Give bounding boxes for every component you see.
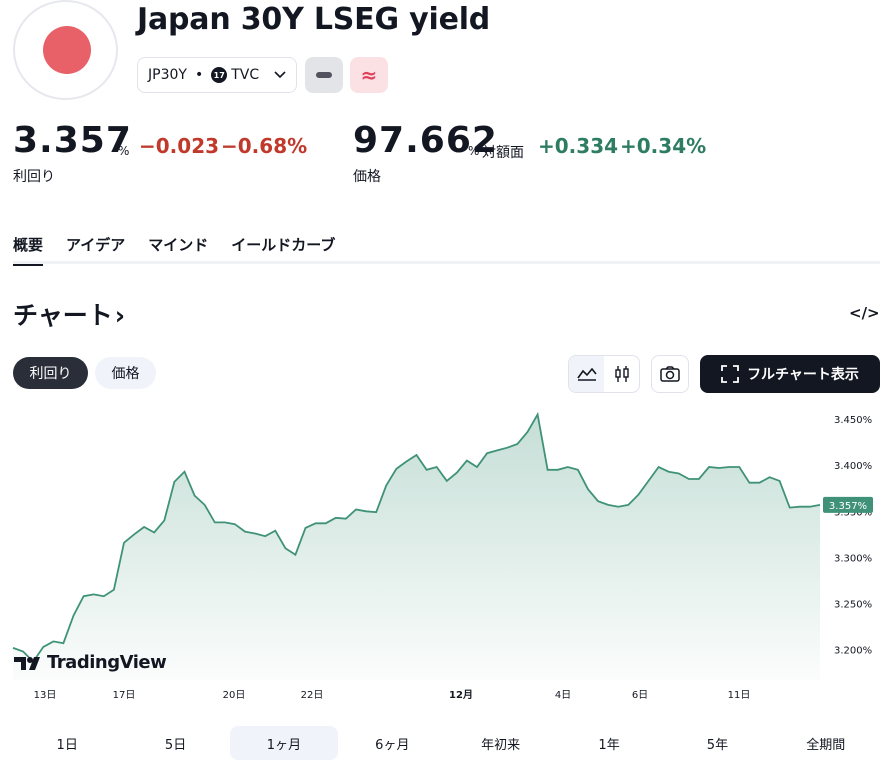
range-button-4[interactable]: 年初来 — [481, 737, 521, 753]
symbol-selector[interactable]: JP30Y • 17 TVC — [137, 57, 297, 93]
range-button-1[interactable]: 5日 — [164, 737, 187, 753]
yield-unit: % — [118, 144, 130, 158]
series-line — [12, 411, 821, 664]
x-tick-label-2: 20日 — [223, 690, 246, 701]
chevron-down-icon — [274, 68, 286, 82]
chart-section-label: チャート — [13, 301, 113, 330]
exchange-logo-icon: 17 — [211, 67, 228, 83]
price-unit-label: 対額面 — [482, 145, 524, 161]
page-title: Japan 30Y LSEG yield — [137, 2, 491, 37]
y-tick-label-3: 3.300% — [834, 553, 872, 564]
camera-icon — [660, 366, 680, 382]
snapshot-button[interactable] — [651, 355, 689, 393]
exchange-name: TVC — [231, 67, 260, 83]
yield-change: −0.023 — [139, 134, 220, 158]
y-tick-label-0: 3.450% — [834, 415, 872, 426]
series-area — [13, 414, 820, 680]
x-tick-label-0: 13日 — [34, 690, 57, 701]
y-tick-label-4: 3.250% — [834, 600, 872, 611]
country-flag — [13, 0, 118, 100]
section-tabs: 概要 アイデア マインド イールドカーブ — [13, 234, 358, 266]
x-tick-label-7: 11日 — [728, 690, 751, 701]
yield-label: 利回り — [13, 169, 55, 185]
market-closed-icon — [316, 72, 332, 78]
price-change-pct: +0.34% — [620, 134, 707, 158]
full-chart-label: フルチャート表示 — [747, 367, 859, 383]
area-chart-icon — [576, 367, 597, 381]
y-tick-label-1: 3.400% — [834, 461, 872, 472]
flag-sun-icon — [43, 26, 91, 74]
range-selector: 1日 5日 1ヶ月 6ヶ月 年初来 1年 5年 全期間 — [13, 726, 880, 760]
full-chart-button[interactable]: フルチャート表示 — [700, 355, 880, 393]
price-unit: % — [468, 144, 480, 158]
chart-type-switch — [568, 355, 640, 393]
market-status-button[interactable] — [305, 57, 343, 93]
symbol-ticker: JP30Y — [148, 67, 187, 83]
x-tick-label-5: 4日 — [555, 690, 571, 701]
x-tick-label-1: 17日 — [113, 690, 136, 701]
price-value: 97.662 — [353, 120, 498, 161]
range-button-3[interactable]: 6ヶ月 — [375, 737, 410, 753]
x-tick-label-6: 6日 — [632, 690, 648, 701]
range-button-0[interactable]: 1日 — [56, 737, 78, 753]
chart-section-title[interactable]: チャート› — [13, 296, 125, 332]
x-tick-label-4: 12月 — [449, 689, 473, 701]
price-change: +0.334 — [538, 134, 619, 158]
approx-icon: ≈ — [360, 63, 378, 87]
candle-chart-button[interactable] — [604, 356, 639, 392]
tab-overview[interactable]: 概要 — [13, 234, 44, 266]
yield-toggle-button[interactable]: 利回り — [13, 357, 88, 389]
price-toggle-button[interactable]: 価格 — [95, 357, 156, 389]
range-button-2[interactable]: 1ヶ月 — [229, 726, 339, 760]
tradingview-wordmark: TradingView — [47, 652, 167, 673]
tradingview-logo: TradingView — [14, 652, 167, 673]
tabs-divider — [13, 261, 880, 264]
delayed-data-button[interactable]: ≈ — [350, 57, 388, 93]
tab-yield-curve[interactable]: イールドカーブ — [231, 236, 336, 254]
range-button-7[interactable]: 全期間 — [806, 737, 846, 753]
range-button-5[interactable]: 1年 — [598, 737, 620, 753]
fullscreen-icon — [721, 365, 739, 383]
tradingview-logo-icon — [14, 656, 40, 670]
price-label: 価格 — [353, 169, 381, 185]
chevron-right-icon: › — [114, 301, 126, 330]
y-tick-label-5: 3.200% — [834, 646, 872, 657]
yield-chart[interactable]: 3.450%3.400%3.350%3.300%3.250%3.200% 13日… — [0, 400, 887, 710]
last-value-label: 3.357% — [829, 501, 867, 512]
yield-change-pct: −0.68% — [221, 134, 308, 158]
candlestick-icon — [614, 366, 629, 382]
tab-ideas[interactable]: アイデア — [66, 236, 126, 254]
yield-value: 3.357 — [13, 120, 132, 161]
last-value-badge — [823, 496, 873, 513]
symbol-separator: • — [194, 67, 204, 83]
embed-code-icon[interactable]: </> — [849, 304, 880, 322]
x-tick-label-3: 22日 — [301, 690, 324, 701]
area-chart-button[interactable] — [569, 356, 604, 392]
tab-mind[interactable]: マインド — [148, 236, 209, 254]
range-button-6[interactable]: 5年 — [706, 737, 729, 753]
